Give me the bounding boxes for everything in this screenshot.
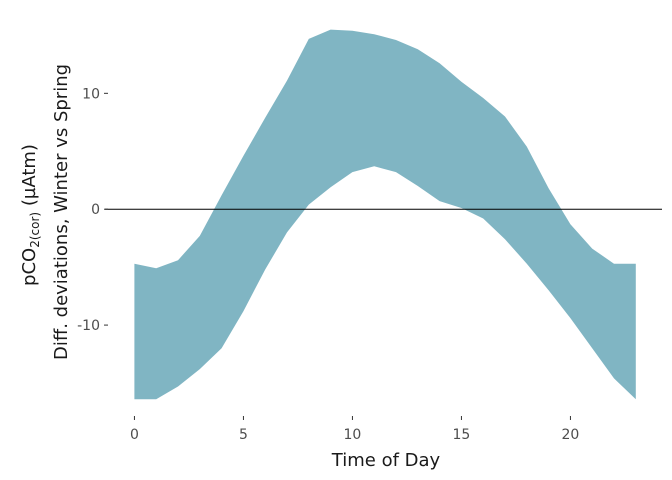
x-tick-label: 0 <box>130 427 139 443</box>
x-tick-label: 5 <box>239 427 248 443</box>
x-tick-label: 15 <box>453 427 471 443</box>
deviation-ribbon <box>134 29 636 400</box>
x-axis-title: Time of Day <box>331 450 441 471</box>
y-axis-title-line1: pCO2(cor) (µAtm) <box>19 144 42 286</box>
y-tick-label: 10 <box>82 86 100 102</box>
y-axis-title-subscript-2: 2 <box>28 240 42 248</box>
y-tick-label: 0 <box>91 202 100 218</box>
y-axis-title-subscript-cor: (cor) <box>28 212 42 240</box>
y-axis-title-line2: Diff. deviations, Winter vs Spring <box>51 64 72 360</box>
y-axis-ticks: -10 0 10 <box>77 86 108 334</box>
x-tick-label: 10 <box>344 427 362 443</box>
x-tick-label: 20 <box>562 427 580 443</box>
y-tick-label: -10 <box>77 318 100 334</box>
y-axis-title-base: pCO <box>19 248 40 286</box>
x-axis-ticks: 0 5 10 15 20 <box>130 416 579 443</box>
y-axis-title-unit: (µAtm) <box>19 144 40 212</box>
